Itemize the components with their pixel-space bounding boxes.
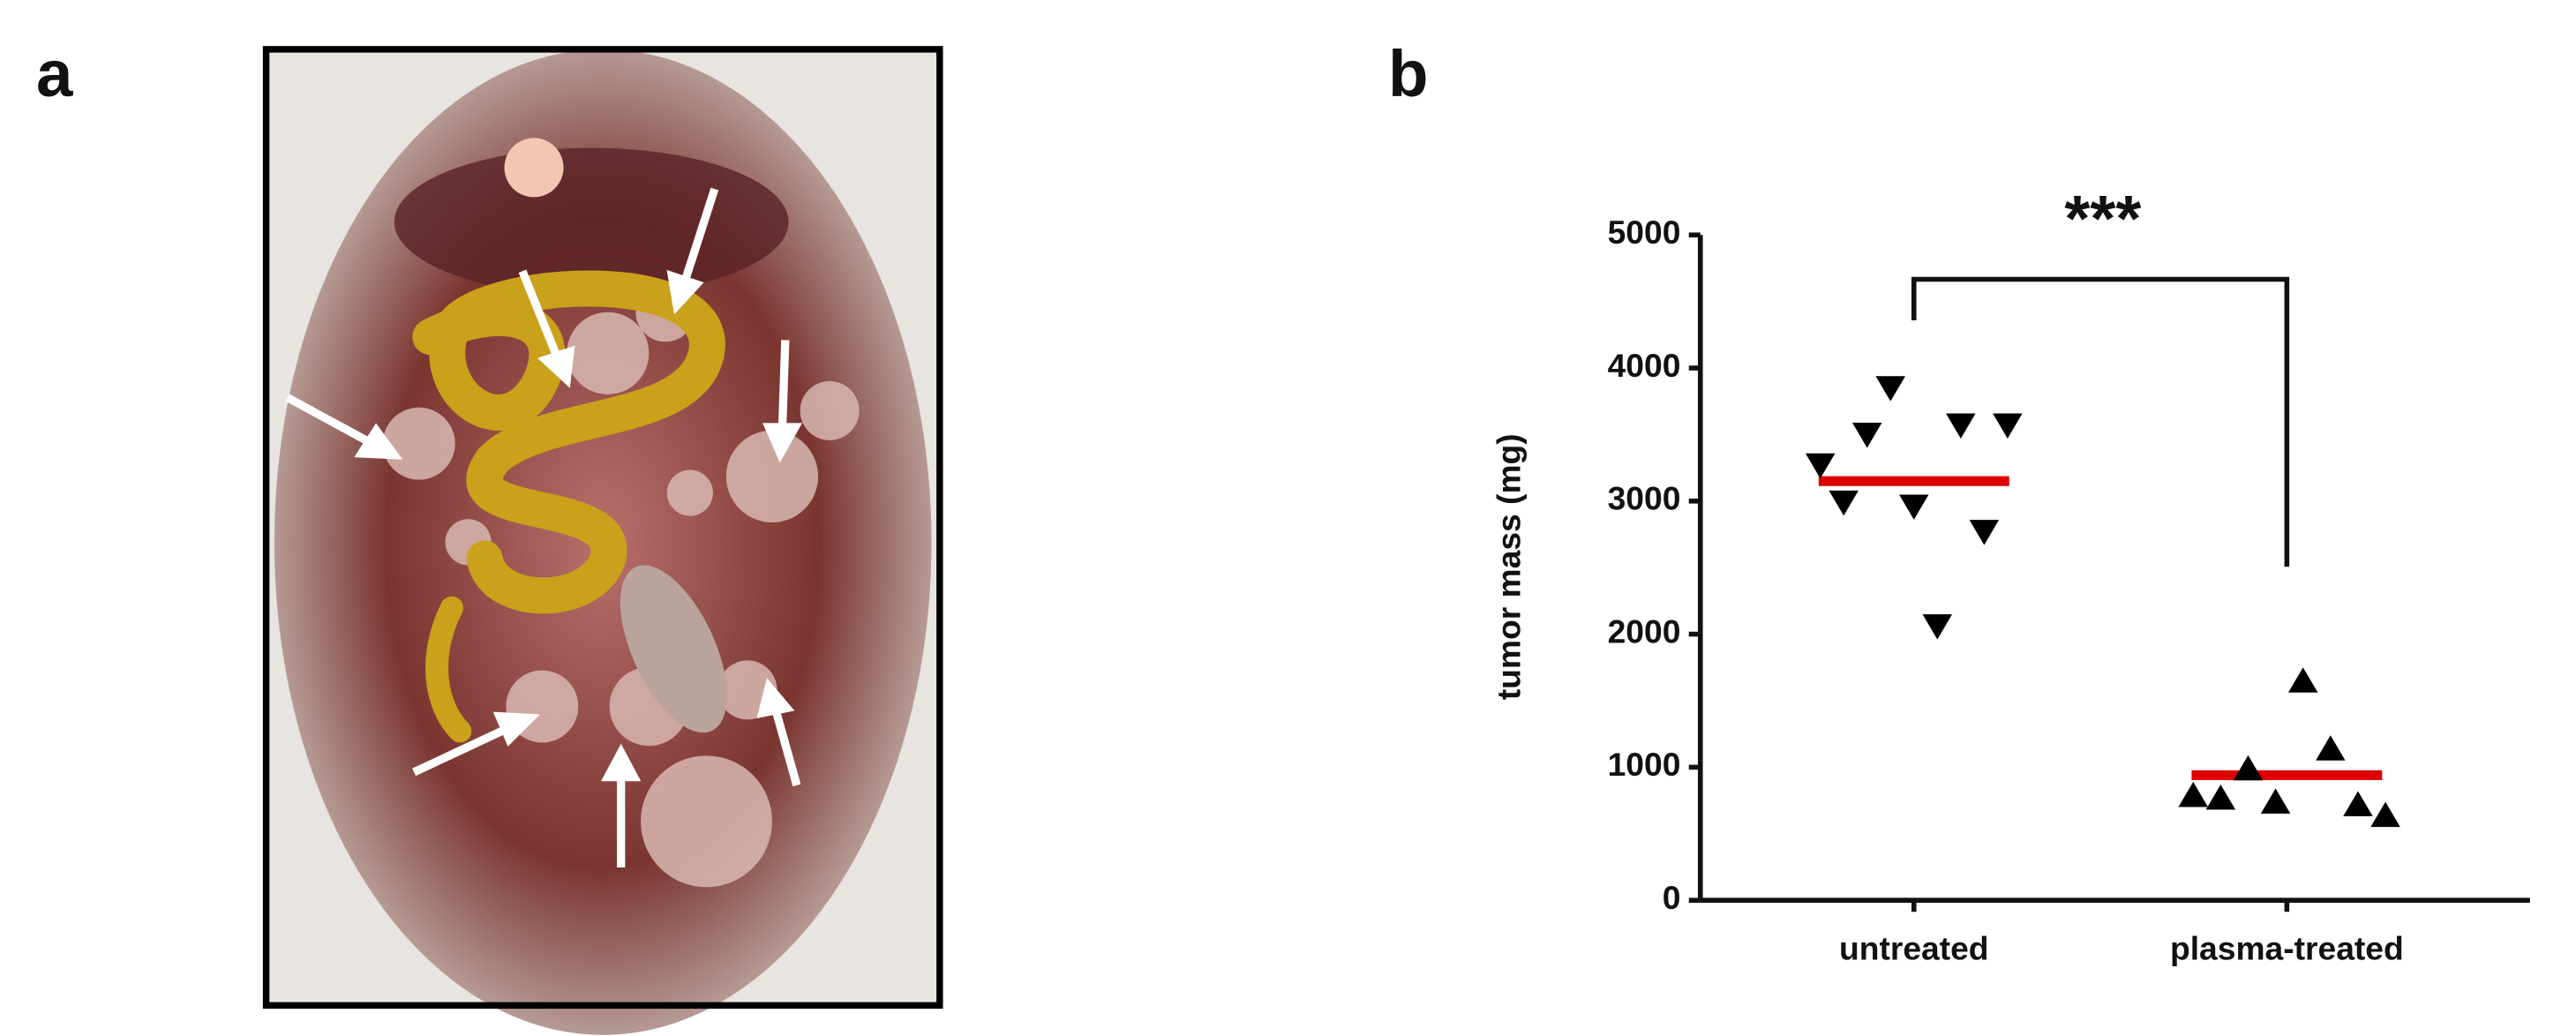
x-tick-label: plasma-treated: [2170, 930, 2404, 967]
data-point: [2260, 788, 2291, 815]
data-point: [2343, 791, 2373, 817]
data-point: [2287, 667, 2318, 693]
y-tick-label: 1000: [1608, 746, 1681, 783]
data-point: [2316, 735, 2346, 761]
y-tick-label: 0: [1663, 879, 1681, 916]
data-point: [1969, 520, 2000, 545]
significance: ***: [2064, 182, 2141, 255]
data-point: [1851, 423, 1882, 448]
panel-label: b: [1388, 37, 1428, 110]
data-point: [1922, 614, 1953, 640]
data-point: [2370, 801, 2400, 828]
data-point: [2233, 754, 2264, 781]
data-point: [1805, 453, 1836, 479]
photo: [262, 46, 943, 1035]
y-axis-title: tumor mass (mg): [1491, 433, 1528, 700]
data-point: [1899, 494, 1929, 520]
bracket: [1911, 276, 2290, 567]
panel-label: a: [36, 37, 73, 110]
data-point: [1829, 490, 1859, 516]
data-point: [1875, 376, 1905, 402]
data-point: [1946, 413, 1976, 439]
data-point: [2205, 785, 2236, 810]
data-point: [2178, 781, 2208, 807]
data-point: [1993, 413, 2023, 439]
y-tick-label: 5000: [1608, 214, 1681, 251]
y-tick-label: 2000: [1608, 612, 1681, 649]
y-tick-label: 3000: [1608, 480, 1681, 517]
y-tick-label: 4000: [1608, 347, 1681, 384]
x-tick-label: untreated: [1839, 930, 1989, 967]
